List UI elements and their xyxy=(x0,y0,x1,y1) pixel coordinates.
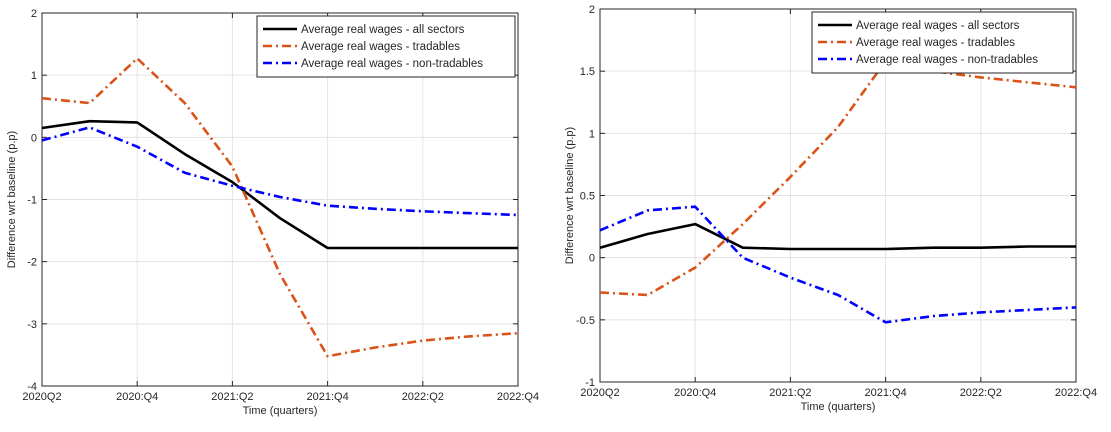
legend-label: Average real wages - non-tradables xyxy=(301,58,483,70)
x-tick-label: 2020:Q4 xyxy=(674,387,716,399)
chart-panel-2: -1 -0.5 0 0.5 1 1.5 2 2020Q2 2020:Q4 2021:Q2 2021:… xyxy=(564,4,1097,413)
y-tick-label: -3 xyxy=(27,319,37,331)
y-tick-label: -1 xyxy=(27,195,37,207)
x-tick-label: 2021:Q2 xyxy=(211,391,253,403)
y-axis-label: Difference wrt baseline (p.p) xyxy=(6,131,18,268)
y-tick-label: -0.5 xyxy=(576,315,595,327)
legend-label: Average real wages - tradables xyxy=(856,37,1015,49)
y-tick-label: 2 xyxy=(589,4,595,16)
x-tick-label: 2020Q2 xyxy=(22,391,61,403)
legend-label: Average real wages - all sectors xyxy=(856,20,1020,32)
y-axis-label: Difference wrt baseline (p.p) xyxy=(564,127,576,264)
y-tick-label: 0 xyxy=(589,253,595,265)
legend-label: Average real wages - all sectors xyxy=(301,24,465,36)
y-tick-label: 2 xyxy=(31,8,37,20)
x-tick-label: 2022:Q4 xyxy=(1055,387,1097,399)
legend: Average real wages - all sectors Average … xyxy=(811,11,1074,74)
chart-panel-1: -4 -3 -2 -1 0 1 2 2020Q2 2020:Q4 2021:Q2 2021:Q4 20… xyxy=(6,8,539,417)
y-tick-label: 0.5 xyxy=(580,191,595,203)
x-tick-label: 2022:Q4 xyxy=(497,391,539,403)
series-line-3 xyxy=(599,205,1077,324)
series-line-2 xyxy=(599,59,1077,297)
y-tick-label: 1.5 xyxy=(580,66,595,78)
series-line-1 xyxy=(599,222,1076,251)
series-line-2 xyxy=(41,57,519,358)
y-tick-label: -2 xyxy=(27,257,37,269)
y-tick-label: 1 xyxy=(589,128,595,140)
legend-label: Average real wages - non-tradables xyxy=(856,54,1038,66)
x-tick-label: 2022:Q2 xyxy=(402,391,444,403)
legend-label: Average real wages - tradables xyxy=(301,41,460,53)
x-axis-label: Time (quarters) xyxy=(801,401,876,413)
legend: Average real wages - all sectors Average … xyxy=(256,15,516,78)
y-tick-label: -1 xyxy=(585,377,595,389)
x-tick-label: 2022:Q2 xyxy=(960,387,1002,399)
x-tick-label: 2021:Q4 xyxy=(306,391,348,403)
x-axis-label: Time (quarters) xyxy=(243,405,318,417)
x-tick-label: 2021:Q2 xyxy=(769,387,811,399)
y-tick-label: 0 xyxy=(31,132,37,144)
y-tick-label: -4 xyxy=(27,381,37,393)
legend-box xyxy=(811,11,1074,74)
series-line-3 xyxy=(41,126,519,217)
series-line-1 xyxy=(41,119,518,250)
x-tick-label: 2021:Q4 xyxy=(864,387,906,399)
x-tick-label: 2020Q2 xyxy=(580,387,619,399)
legend-box xyxy=(256,15,516,78)
x-tick-label: 2020:Q4 xyxy=(116,391,158,403)
y-tick-label: 1 xyxy=(31,70,37,82)
